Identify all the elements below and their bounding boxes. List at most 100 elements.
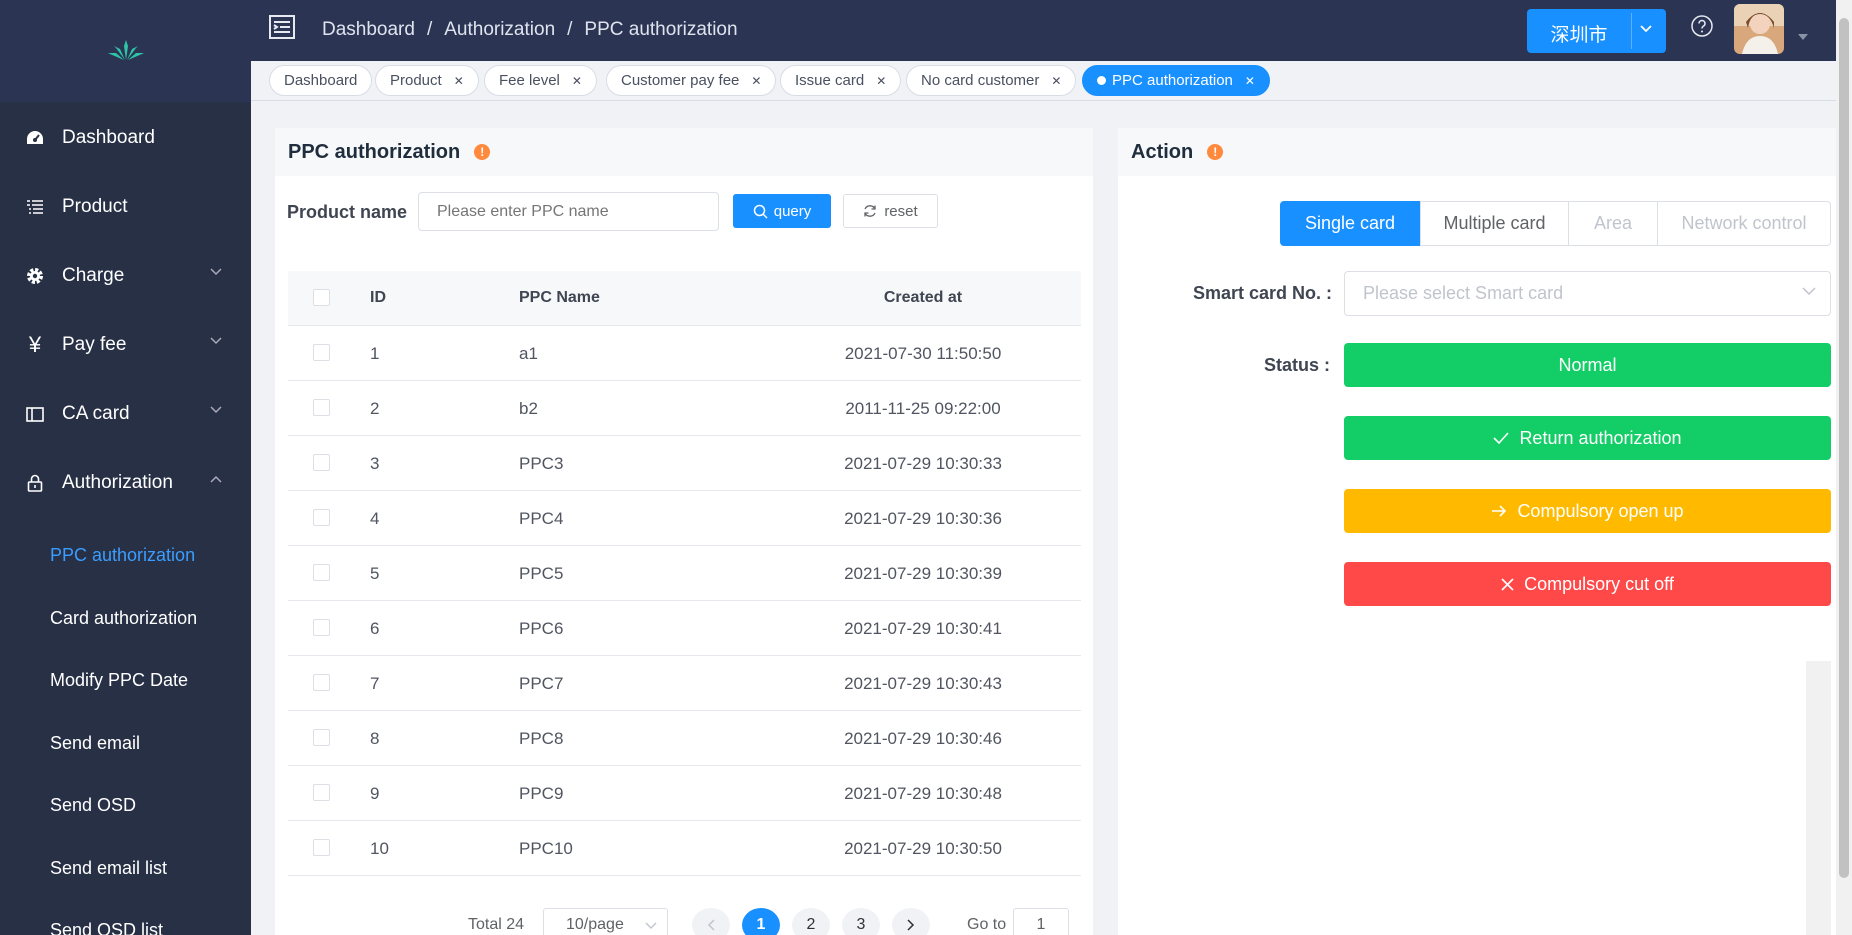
help-icon[interactable] bbox=[1690, 14, 1714, 38]
table-row[interactable]: 3 PPC3 2021-07-29 10:30:33 bbox=[288, 436, 1081, 491]
return-authorization-button[interactable]: Return authorization bbox=[1344, 416, 1831, 460]
cell-id: 1 bbox=[370, 344, 380, 363]
tag-ppc-authorization[interactable]: PPC authorization ✕ bbox=[1082, 65, 1270, 96]
row-checkbox[interactable] bbox=[313, 344, 330, 361]
close-icon[interactable]: ✕ bbox=[1244, 73, 1255, 88]
page-2-button[interactable]: 2 bbox=[792, 908, 830, 935]
query-button[interactable]: query bbox=[733, 194, 831, 228]
ppc-name-search-input[interactable] bbox=[418, 192, 719, 231]
row-checkbox[interactable] bbox=[313, 784, 330, 801]
sidebar-item-ca-card[interactable]: CA card bbox=[0, 384, 251, 444]
page-size-select[interactable]: 10/page bbox=[543, 908, 668, 935]
tag-product[interactable]: Product ✕ bbox=[375, 65, 479, 96]
tab-single-card[interactable]: Single card bbox=[1280, 201, 1420, 246]
sidebar-subitem-card-authorization[interactable]: Card authorization bbox=[50, 608, 198, 628]
tab-multiple-card[interactable]: Multiple card bbox=[1420, 201, 1569, 246]
avatar[interactable] bbox=[1734, 4, 1784, 54]
row-checkbox[interactable] bbox=[313, 839, 330, 856]
close-icon[interactable]: ✕ bbox=[876, 73, 887, 88]
tag-label: Fee level bbox=[499, 72, 560, 89]
arrow-right-icon bbox=[1492, 505, 1507, 517]
panel-header: Action! bbox=[1118, 128, 1836, 176]
menu-fold-icon[interactable] bbox=[269, 14, 295, 40]
table-row[interactable]: 9 PPC9 2021-07-29 10:30:48 bbox=[288, 766, 1081, 821]
ppc-list-panel: PPC authorization! bbox=[275, 128, 1093, 935]
table-row[interactable]: 4 PPC4 2021-07-29 10:30:36 bbox=[288, 491, 1081, 546]
sidebar-subitem-send-osd-list[interactable]: Send OSD list bbox=[50, 920, 164, 935]
close-icon[interactable]: ✕ bbox=[751, 73, 762, 88]
row-checkbox[interactable] bbox=[313, 399, 330, 416]
tag-customer-pay-fee[interactable]: Customer pay fee ✕ bbox=[606, 65, 777, 96]
tag-label: Issue card bbox=[795, 72, 865, 89]
breadcrumb-item[interactable]: Authorization bbox=[444, 19, 556, 40]
sidebar-subitem-modify-ppc-date[interactable]: Modify PPC Date bbox=[50, 670, 189, 690]
top-header: Dashboard / Authorization / PPC authorizatio… bbox=[251, 0, 1836, 61]
row-checkbox[interactable] bbox=[313, 729, 330, 746]
row-checkbox[interactable] bbox=[313, 564, 330, 581]
table-row[interactable]: 2 b2 2011-11-25 09:22:00 bbox=[288, 381, 1081, 436]
cell-name: PPC8 bbox=[519, 729, 564, 748]
chevron-down-icon bbox=[210, 268, 222, 276]
cell-name: PPC7 bbox=[519, 674, 564, 693]
cell-id: 9 bbox=[370, 784, 380, 803]
chevron-down-icon bbox=[210, 337, 222, 345]
column-header-id: ID bbox=[370, 289, 386, 306]
sidebar-item-dashboard[interactable]: Dashboard bbox=[0, 108, 251, 168]
inner-scrollbar[interactable] bbox=[1806, 661, 1831, 935]
chevron-right-icon bbox=[907, 919, 915, 931]
sidebar-item-label: CA card bbox=[62, 403, 130, 424]
tag-dashboard[interactable]: Dashboard bbox=[269, 65, 373, 96]
sidebar-item-pay-fee[interactable]: ¥ Pay fee bbox=[0, 315, 251, 375]
goto-page-input[interactable]: 1 bbox=[1013, 908, 1069, 935]
tag-fee-level[interactable]: Fee level ✕ bbox=[484, 65, 597, 96]
city-select-button[interactable]: 深圳市 bbox=[1527, 9, 1666, 53]
select-all-checkbox[interactable] bbox=[313, 289, 330, 306]
scrollbar-thumb[interactable] bbox=[1839, 18, 1849, 878]
tab-network-control[interactable]: Network control bbox=[1657, 201, 1831, 246]
page-scrollbar[interactable] bbox=[1836, 0, 1852, 935]
close-icon[interactable]: ✕ bbox=[1051, 73, 1062, 88]
sidebar-item-authorization[interactable]: Authorization bbox=[0, 453, 251, 513]
panel-title: PPC authorization bbox=[288, 140, 461, 163]
cell-name: PPC10 bbox=[519, 839, 573, 858]
row-checkbox[interactable] bbox=[313, 509, 330, 526]
cell-created: 2021-07-29 10:30:41 bbox=[844, 619, 1002, 638]
sidebar-item-product[interactable]: Product bbox=[0, 177, 251, 237]
table-row[interactable]: 6 PPC6 2021-07-29 10:30:41 bbox=[288, 601, 1081, 656]
column-header-ppc-name: PPC Name bbox=[519, 289, 600, 306]
chevron-down-icon[interactable] bbox=[1639, 24, 1653, 34]
close-icon[interactable]: ✕ bbox=[571, 73, 582, 88]
caret-down-icon[interactable] bbox=[1798, 34, 1808, 40]
tag-label: PPC authorization bbox=[1112, 72, 1233, 89]
table-row[interactable]: 7 PPC7 2021-07-29 10:30:43 bbox=[288, 656, 1081, 711]
sidebar-subitem-send-osd[interactable]: Send OSD bbox=[50, 795, 137, 815]
next-page-button[interactable] bbox=[892, 908, 930, 935]
info-warning-icon[interactable]: ! bbox=[474, 144, 491, 160]
row-checkbox[interactable] bbox=[313, 619, 330, 636]
tag-no-card-customer[interactable]: No card customer ✕ bbox=[906, 65, 1077, 96]
table-row[interactable]: 5 PPC5 2021-07-29 10:30:39 bbox=[288, 546, 1081, 601]
compulsory-cut-off-button[interactable]: Compulsory cut off bbox=[1344, 562, 1831, 606]
page-1-button[interactable]: 1 bbox=[742, 908, 780, 935]
page-3-button[interactable]: 3 bbox=[842, 908, 880, 935]
sidebar-item-charge[interactable]: Charge bbox=[0, 246, 251, 306]
table-row[interactable]: 10 PPC10 2021-07-29 10:30:50 bbox=[288, 821, 1081, 876]
reset-button[interactable]: reset bbox=[843, 194, 938, 228]
tab-area[interactable]: Area bbox=[1568, 201, 1658, 246]
close-icon[interactable]: ✕ bbox=[453, 73, 464, 88]
breadcrumb: Dashboard / Authorization / PPC authorizatio… bbox=[322, 19, 738, 40]
table-row[interactable]: 8 PPC8 2021-07-29 10:30:46 bbox=[288, 711, 1081, 766]
tag-issue-card[interactable]: Issue card ✕ bbox=[780, 65, 902, 96]
sidebar-subitem-send-email[interactable]: Send email bbox=[50, 733, 141, 753]
smartcard-select[interactable]: Please select Smart card bbox=[1344, 271, 1831, 316]
breadcrumb-item[interactable]: Dashboard bbox=[322, 19, 415, 40]
row-checkbox[interactable] bbox=[313, 454, 330, 471]
row-checkbox[interactable] bbox=[313, 674, 330, 691]
info-warning-icon[interactable]: ! bbox=[1207, 144, 1224, 160]
prev-page-button[interactable] bbox=[692, 908, 730, 935]
sidebar-subitem-send-email-list[interactable]: Send email list bbox=[50, 858, 168, 878]
table-row[interactable]: 1 a1 2021-07-30 11:50:50 bbox=[288, 326, 1081, 381]
compulsory-open-up-button[interactable]: Compulsory open up bbox=[1344, 489, 1831, 533]
sidebar-subitem-ppc-authorization[interactable]: PPC authorization bbox=[50, 545, 196, 565]
cell-id: 7 bbox=[370, 674, 380, 693]
